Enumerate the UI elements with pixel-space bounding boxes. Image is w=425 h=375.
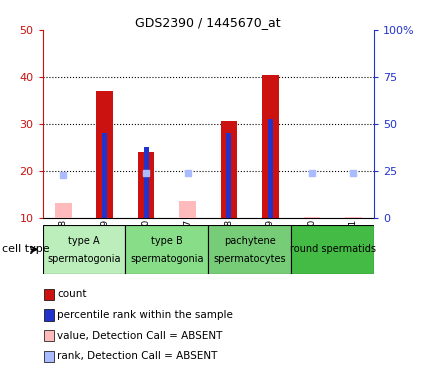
Bar: [138, 152, 154, 217]
Text: spermatogonia: spermatogonia: [47, 254, 121, 264]
Text: cell type: cell type: [2, 244, 50, 254]
Bar: [208, 225, 291, 274]
Bar: [268, 119, 273, 218]
Bar: [144, 147, 149, 218]
Bar: [42, 225, 125, 274]
Title: GDS2390 / 1445670_at: GDS2390 / 1445670_at: [136, 16, 281, 29]
Bar: [102, 133, 107, 218]
Bar: [291, 225, 374, 274]
Text: count: count: [57, 290, 87, 299]
Bar: [179, 201, 196, 217]
Text: round spermatids: round spermatids: [289, 244, 376, 254]
Text: type B: type B: [151, 236, 183, 246]
Text: type A: type A: [68, 236, 100, 246]
Text: value, Detection Call = ABSENT: value, Detection Call = ABSENT: [57, 331, 223, 340]
Bar: [221, 122, 237, 218]
Bar: [227, 133, 232, 218]
Bar: [44, 309, 54, 321]
Text: spermatogonia: spermatogonia: [130, 254, 204, 264]
Bar: [44, 289, 54, 300]
Text: percentile rank within the sample: percentile rank within the sample: [57, 310, 233, 320]
Bar: [55, 203, 71, 217]
Bar: [96, 91, 113, 218]
Bar: [262, 75, 279, 217]
Bar: [44, 351, 54, 362]
Bar: [44, 330, 54, 341]
Text: spermatocytes: spermatocytes: [213, 254, 286, 264]
Text: rank, Detection Call = ABSENT: rank, Detection Call = ABSENT: [57, 351, 218, 361]
Text: pachytene: pachytene: [224, 236, 275, 246]
Bar: [125, 225, 208, 274]
